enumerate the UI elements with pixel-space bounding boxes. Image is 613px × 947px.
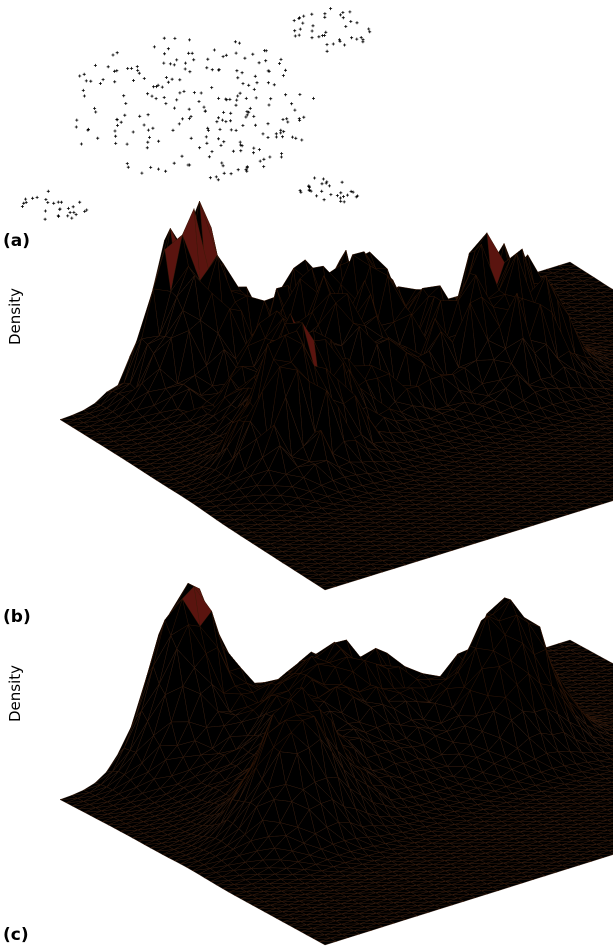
facet [558,262,576,266]
plus-marks [21,7,371,221]
page: (a) (b) (c) Density Density (()=>{ const… [0,0,613,947]
density-surface-c [60,583,613,945]
density-surface-b [60,201,613,590]
facet [558,640,576,644]
facet [319,586,337,590]
scatter-points [21,7,371,221]
figure: (a) (b) (c) Density Density [0,0,613,947]
